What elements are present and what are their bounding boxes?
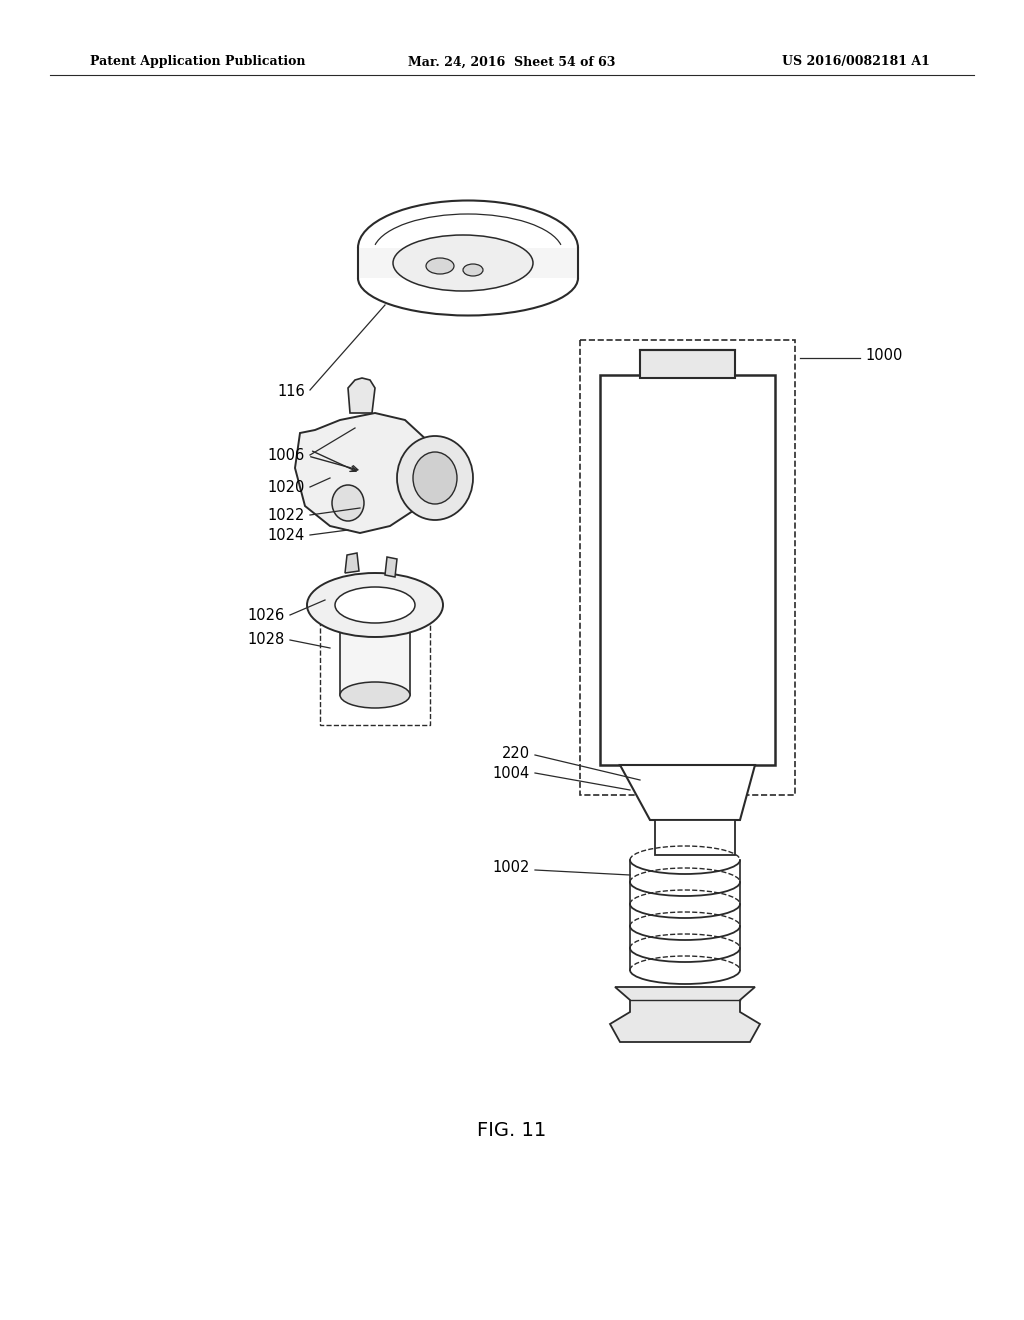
Ellipse shape (340, 682, 410, 708)
Text: 116: 116 (278, 384, 305, 400)
Text: FIG. 11: FIG. 11 (477, 1121, 547, 1139)
Polygon shape (358, 248, 578, 279)
Polygon shape (295, 413, 438, 533)
Text: 1020: 1020 (267, 479, 305, 495)
Polygon shape (348, 378, 375, 413)
Text: 1024: 1024 (267, 528, 305, 543)
Text: 1006: 1006 (267, 447, 305, 462)
Text: 1004: 1004 (493, 766, 530, 780)
Text: 1026: 1026 (248, 607, 285, 623)
Text: 1002: 1002 (493, 861, 530, 875)
Text: Mar. 24, 2016  Sheet 54 of 63: Mar. 24, 2016 Sheet 54 of 63 (409, 55, 615, 69)
Ellipse shape (307, 573, 443, 638)
Polygon shape (610, 987, 760, 1041)
Ellipse shape (393, 235, 534, 290)
Bar (600, 375, 775, 766)
Text: Patent Application Publication: Patent Application Publication (90, 55, 305, 69)
Text: US 2016/0082181 A1: US 2016/0082181 A1 (782, 55, 930, 69)
Text: 1000: 1000 (865, 347, 902, 363)
Text: 1022: 1022 (267, 507, 305, 523)
Text: 220: 220 (502, 746, 530, 760)
Text: 1028: 1028 (248, 632, 285, 648)
Ellipse shape (426, 257, 454, 275)
Polygon shape (620, 766, 755, 820)
Ellipse shape (463, 264, 483, 276)
Polygon shape (655, 820, 735, 855)
Bar (580, 341, 795, 795)
Polygon shape (340, 605, 410, 696)
Ellipse shape (335, 587, 415, 623)
Polygon shape (345, 553, 359, 573)
Bar (319, 610, 430, 725)
Polygon shape (385, 557, 397, 577)
Ellipse shape (332, 484, 364, 521)
Bar (640, 350, 735, 378)
Ellipse shape (413, 451, 457, 504)
Ellipse shape (397, 436, 473, 520)
